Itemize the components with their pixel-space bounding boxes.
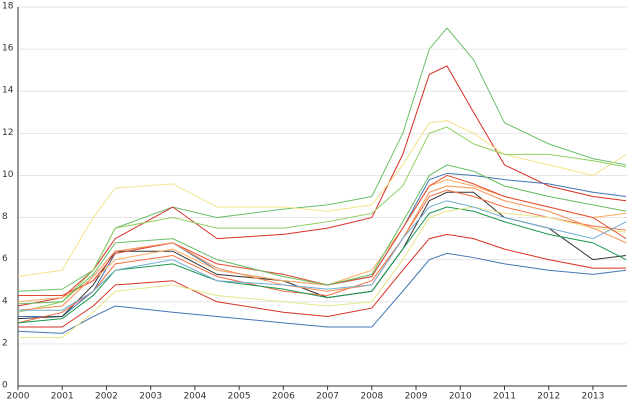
- series-line: [18, 233, 627, 328]
- y-tick-label: 12: [2, 128, 13, 138]
- series-line: [17, 206, 627, 324]
- series-line: [17, 164, 627, 305]
- x-tick-label: 2001: [51, 392, 74, 400]
- x-tick-label: 2012: [537, 392, 560, 400]
- series-line: [17, 65, 627, 307]
- series-line: [17, 120, 627, 278]
- x-tick-label: 2002: [95, 392, 118, 400]
- x-tick-label: 2000: [7, 392, 30, 400]
- y-tick-label: 16: [2, 44, 14, 54]
- x-tick-label: 2004: [183, 392, 206, 400]
- series-line: [18, 200, 627, 311]
- x-tick-label: 2008: [360, 392, 383, 400]
- y-tick-label: 0: [2, 381, 8, 391]
- series-line: [17, 189, 627, 324]
- x-tick-label: 2009: [405, 392, 428, 400]
- x-tick-label: 2005: [228, 392, 251, 400]
- series-line: [18, 174, 627, 296]
- x-tick-label: 2013: [581, 392, 604, 400]
- y-tick-label: 10: [2, 170, 14, 180]
- series-line: [17, 191, 627, 320]
- y-tick-label: 8: [2, 212, 8, 222]
- y-tick-label: 18: [2, 2, 14, 12]
- series-line: [17, 252, 627, 334]
- y-tick-label: 6: [2, 254, 8, 264]
- x-tick-label: 2010: [449, 392, 472, 400]
- x-tick-label: 2011: [493, 392, 516, 400]
- y-tick-label: 14: [2, 86, 14, 96]
- series-line: [18, 206, 627, 339]
- y-tick-label: 2: [2, 338, 8, 348]
- x-tick-label: 2006: [272, 392, 295, 400]
- y-tick-label: 4: [2, 296, 8, 306]
- series-line: [17, 126, 627, 313]
- x-tick-label: 2007: [316, 392, 339, 400]
- x-tick-label: 2003: [139, 392, 162, 400]
